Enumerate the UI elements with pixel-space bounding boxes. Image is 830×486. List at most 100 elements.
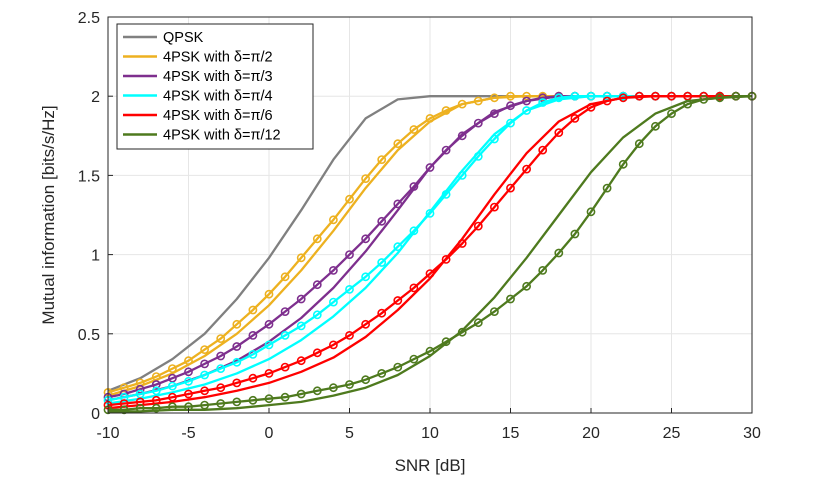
data-point <box>377 216 387 226</box>
data-point <box>296 389 306 399</box>
data-point <box>151 380 161 389</box>
data-point <box>296 253 306 263</box>
x-tick-label: 30 <box>743 425 761 442</box>
x-tick-label: 10 <box>421 425 439 442</box>
data-point <box>554 93 564 103</box>
data-point <box>264 340 274 350</box>
y-tick-label: 0.5 <box>78 327 100 344</box>
data-point <box>264 289 274 299</box>
data-point <box>345 330 354 340</box>
data-point <box>312 348 322 358</box>
data-point <box>522 281 531 291</box>
data-point <box>618 159 628 169</box>
data-point <box>473 318 483 328</box>
legend: QPSK 4PSK with δ=π/2 4PSK with δ=π/3 4PSK w… <box>116 23 314 150</box>
data-point <box>328 383 338 393</box>
data-point <box>216 399 226 408</box>
data-point <box>393 296 403 305</box>
data-point <box>328 215 338 225</box>
data-point <box>409 283 419 293</box>
data-point <box>312 386 322 396</box>
data-point <box>361 272 370 282</box>
y-tick-label: 1.5 <box>78 168 100 185</box>
y-tick-label: 0 <box>91 406 100 423</box>
data-point <box>167 381 177 391</box>
data-point <box>200 345 209 354</box>
data-point <box>457 131 467 141</box>
data-point <box>312 310 322 320</box>
data-point <box>473 221 483 231</box>
data-point <box>296 321 306 331</box>
data-point <box>345 380 354 389</box>
series-4 <box>103 91 757 410</box>
data-point <box>489 307 499 316</box>
data-point <box>216 364 226 373</box>
data-point <box>441 254 451 264</box>
data-point <box>248 395 258 405</box>
data-point <box>232 397 242 407</box>
data-point <box>393 139 403 149</box>
data-point <box>554 128 564 137</box>
data-point <box>473 118 483 128</box>
data-point <box>345 194 354 204</box>
data-point <box>200 359 209 369</box>
x-axis-label: SNR [dB] <box>395 456 466 475</box>
x-tick-label: 5 <box>345 425 354 442</box>
data-point <box>425 208 435 218</box>
data-point <box>328 297 338 307</box>
data-point <box>361 375 370 385</box>
data-point <box>538 145 548 155</box>
y-tick-label: 2.5 <box>78 10 100 27</box>
data-point <box>264 394 274 404</box>
data-point <box>232 342 242 351</box>
data-point <box>248 373 258 383</box>
x-tick-label: 25 <box>663 425 681 442</box>
data-point <box>506 118 515 128</box>
data-point <box>634 139 644 149</box>
data-point <box>248 330 258 340</box>
series-line <box>108 95 753 413</box>
data-point <box>522 106 531 115</box>
data-point <box>232 357 242 367</box>
data-point <box>345 250 354 259</box>
data-point <box>425 163 435 172</box>
series-line <box>107 95 752 410</box>
data-point <box>184 376 193 386</box>
legend-entry: 4PSK with δ=π/2 <box>163 50 273 66</box>
y-axis-label: Mutual information [bits/s/Hz] <box>39 105 58 324</box>
data-point <box>216 334 226 343</box>
data-point <box>506 294 515 304</box>
data-point <box>200 370 209 380</box>
data-point <box>506 183 515 193</box>
data-point <box>280 362 290 372</box>
data-point <box>554 248 564 258</box>
data-point <box>538 265 548 275</box>
data-point <box>328 340 338 350</box>
data-point <box>280 272 290 282</box>
data-point <box>264 319 274 329</box>
data-point <box>377 368 387 378</box>
data-point <box>377 258 387 267</box>
data-point <box>361 174 370 183</box>
data-point <box>409 125 419 134</box>
legend-entry: QPSK <box>163 30 204 46</box>
data-point <box>296 294 306 304</box>
data-point <box>248 305 258 315</box>
data-point <box>232 378 242 388</box>
data-point <box>377 308 387 318</box>
x-tick-label: -5 <box>181 425 195 442</box>
data-point <box>570 114 580 123</box>
data-point <box>570 91 580 101</box>
data-point <box>216 383 226 393</box>
data-point <box>232 319 242 329</box>
y-tick-label: 2 <box>91 89 100 106</box>
data-point <box>328 265 338 275</box>
legend-box <box>116 23 314 150</box>
legend-entry: 4PSK with δ=π/3 <box>163 69 273 85</box>
data-point <box>312 234 322 244</box>
data-point <box>586 207 596 217</box>
data-point <box>184 367 193 377</box>
data-point <box>280 392 290 402</box>
data-point <box>345 284 354 294</box>
